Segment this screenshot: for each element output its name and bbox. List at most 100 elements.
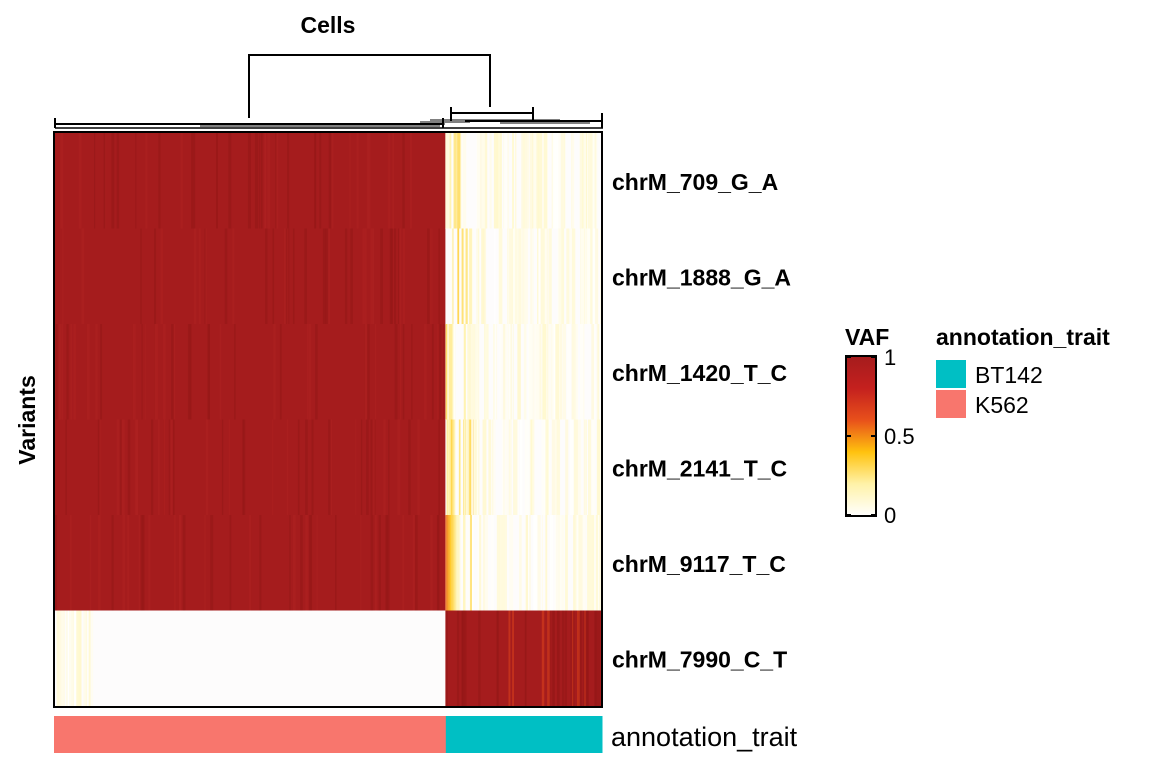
heatmap-streak [121, 419, 125, 515]
legend-label-K562: K562 [975, 392, 1029, 418]
heatmap-streak [62, 228, 64, 324]
heatmap-cell-K562-chrM_1420_T_C [55, 324, 446, 420]
heatmap-streak [489, 133, 492, 229]
heatmap-streak [471, 228, 474, 324]
heatmap-streak [538, 324, 542, 420]
heatmap-streak [561, 515, 565, 611]
annotation-bar-BT142 [445, 716, 603, 753]
heatmap-streak [532, 228, 534, 324]
heatmap-streak [570, 419, 574, 515]
row-label-chrM_7990_C_T: chrM_7990_C_T [612, 646, 787, 672]
heatmap-streak [111, 133, 115, 229]
heatmap-streak [415, 515, 418, 611]
heatmap-streak [380, 228, 383, 324]
heatmap-streak [368, 133, 371, 229]
heatmap-streak [512, 610, 514, 706]
vaf-legend: VAF 10.50 [845, 324, 915, 528]
heatmap-streak [78, 133, 82, 229]
heatmap-streak [565, 419, 569, 515]
heatmap-streak [446, 419, 449, 515]
row-label-chrM_709_G_A: chrM_709_G_A [612, 169, 778, 195]
heatmap-streak [591, 515, 595, 611]
heatmap-streak [540, 228, 545, 324]
heatmap-streak [457, 228, 460, 324]
heatmap-streak [286, 419, 289, 515]
heatmap-streak [458, 515, 461, 611]
heatmap-streak [158, 133, 161, 229]
heatmap-streak [563, 133, 566, 229]
chart-title: Cells [301, 12, 356, 38]
heatmap-streak [545, 419, 549, 515]
heatmap-streak [315, 324, 318, 420]
heatmap-streak [480, 133, 482, 229]
heatmap-streak [479, 515, 482, 611]
heatmap-streak [565, 515, 568, 611]
heatmap-streak [541, 515, 544, 611]
heatmap-streak [554, 419, 557, 515]
heatmap-streak [462, 133, 467, 229]
legend-swatch-K562 [936, 390, 966, 418]
heatmap-streak [592, 133, 596, 229]
heatmap-streak [148, 515, 151, 611]
heatmap-streak [549, 515, 554, 611]
annotation-legend-title: annotation_trait [936, 324, 1110, 350]
heatmap-streak [570, 228, 572, 324]
heatmap-streak [587, 515, 591, 611]
heatmap-streak [132, 324, 135, 420]
heatmap-streak [572, 610, 574, 706]
heatmap-streak [221, 419, 224, 515]
heatmap-streak [205, 228, 207, 324]
heatmap-streak [546, 324, 549, 420]
heatmap-streak [553, 610, 555, 706]
heatmap-streak [76, 610, 78, 706]
heatmap-streak [228, 133, 232, 229]
heatmap-streak [328, 133, 332, 229]
heatmap-streak [600, 324, 602, 420]
heatmap-streak [272, 228, 275, 324]
heatmap-streak [595, 228, 599, 324]
heatmap-streak [532, 419, 534, 515]
heatmap-streak [69, 515, 72, 611]
heatmap-streak [591, 419, 595, 515]
heatmap-cell-BT142-chrM_7990_C_T [445, 610, 602, 707]
annotation-bar [54, 716, 603, 753]
heatmap-streak [576, 515, 579, 611]
heatmap-streak [597, 324, 600, 420]
heatmap-streak [525, 419, 529, 515]
heatmap-streak [104, 133, 107, 229]
heatmap-streak [330, 419, 333, 515]
heatmap-streak [364, 324, 368, 420]
heatmap-streak [138, 515, 141, 611]
heatmap-streak [558, 228, 562, 324]
heatmap-streak [157, 419, 160, 515]
heatmap-streak [512, 133, 514, 229]
heatmap-streak [498, 133, 502, 229]
heatmap-streak [154, 228, 157, 324]
heatmap-streak [447, 419, 450, 515]
heatmap-streak [482, 133, 486, 229]
heatmap-streak [559, 515, 562, 611]
heatmap-streak [350, 228, 353, 324]
heatmap-streak [429, 228, 431, 324]
heatmap-streak [457, 515, 459, 611]
heatmap-streak [198, 228, 201, 324]
heatmap-streak [470, 515, 472, 611]
heatmap-streak [173, 419, 175, 515]
heatmap-streak [191, 133, 193, 229]
heatmap-streak [388, 419, 390, 515]
heatmap-streak [116, 133, 120, 229]
heatmap-streak [588, 419, 592, 515]
heatmap-streak [207, 324, 210, 420]
heatmap-streak [461, 610, 464, 706]
heatmap-streak [292, 515, 296, 611]
heatmap-streak [485, 324, 488, 420]
heatmap-streak [514, 133, 517, 229]
heatmap-streak [424, 324, 427, 420]
heatmap-streak [579, 419, 582, 515]
heatmap-streak [476, 228, 478, 324]
heatmap-streak [541, 419, 545, 515]
heatmap-streak [378, 515, 381, 611]
heatmap-streak [366, 419, 369, 515]
heatmap-streak [499, 324, 502, 420]
